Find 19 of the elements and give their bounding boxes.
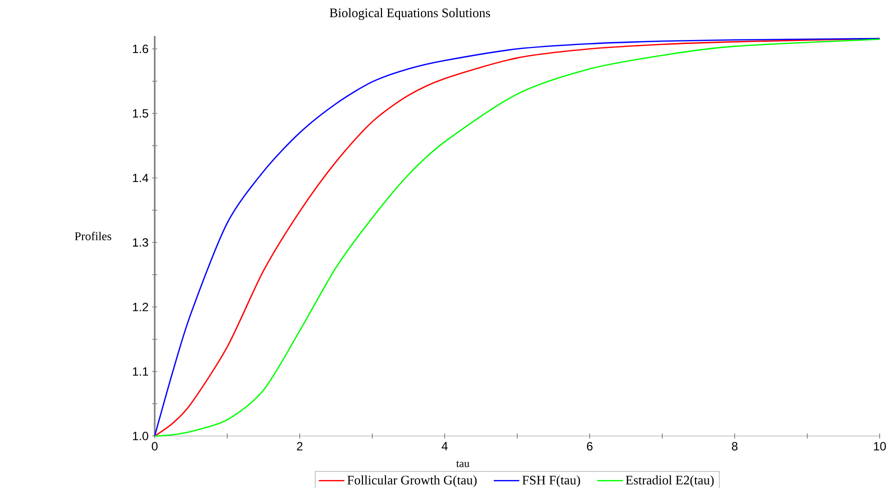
x-tick-label: 8 — [732, 442, 738, 450]
y-axis-title: Profiles — [74, 232, 112, 240]
y-tick-label: 1.0 — [132, 432, 148, 440]
chart-title: Biological Equations Solutions — [330, 8, 490, 20]
legend-label: FSH F(tau) — [522, 475, 580, 488]
y-tick-label: 1.4 — [132, 174, 148, 182]
x-tick-label: 10 — [874, 442, 886, 450]
y-tick-label: 1.2 — [132, 302, 148, 312]
x-axis-title: tau — [456, 460, 470, 468]
legend-label: Estradiol E2(tau) — [626, 475, 714, 488]
y-tick-label: 1.5 — [132, 109, 148, 118]
x-tick-label: 6 — [586, 442, 593, 450]
x-tick-label: 2 — [296, 442, 302, 450]
x-tick-label: 0 — [152, 442, 158, 450]
y-tick-label: 1.1 — [132, 367, 148, 376]
x-tick-label: 4 — [442, 442, 448, 450]
y-tick-label: 1.6 — [132, 44, 148, 54]
legend-label: Follicular Growth G(tau) — [347, 475, 477, 488]
y-tick-label: 1.3 — [132, 238, 148, 247]
